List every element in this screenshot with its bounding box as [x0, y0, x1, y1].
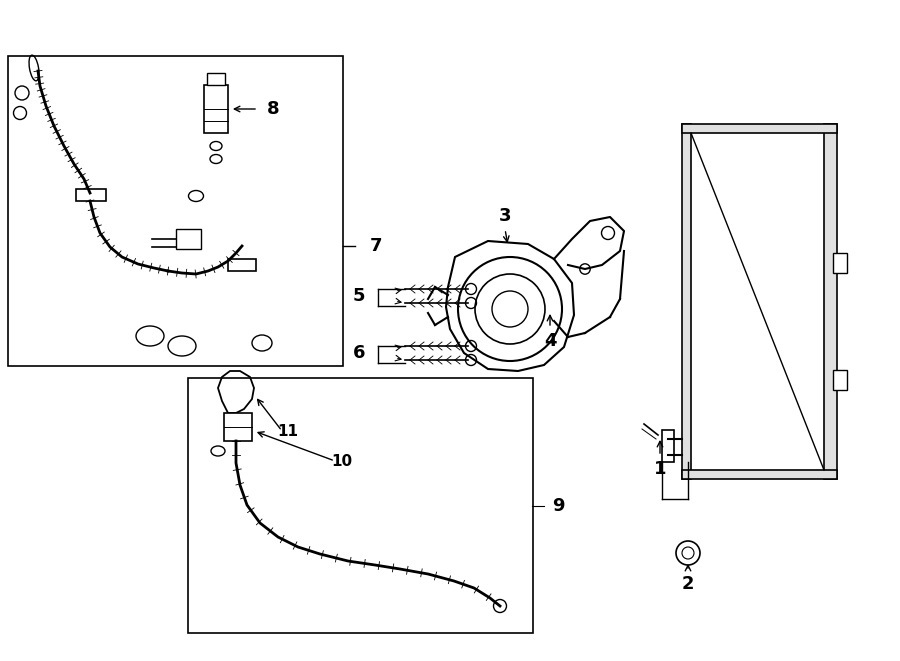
Bar [228, 259, 256, 271]
Bar [76, 189, 106, 201]
Bar [188, 378, 533, 633]
Text: 2: 2 [682, 575, 694, 593]
Text: 9: 9 [552, 497, 564, 515]
Bar [224, 413, 252, 441]
Text: 8: 8 [266, 100, 279, 118]
Text: 1: 1 [653, 460, 666, 478]
Bar [682, 124, 691, 479]
Bar [204, 85, 228, 133]
Text: 11: 11 [277, 424, 298, 438]
Text: 10: 10 [331, 453, 352, 469]
Text: 7: 7 [370, 237, 382, 255]
Text: 6: 6 [353, 344, 365, 362]
Bar [662, 430, 674, 462]
Text: 5: 5 [353, 287, 365, 305]
Bar [682, 470, 837, 479]
Bar [833, 370, 847, 390]
Text: 4: 4 [544, 332, 556, 350]
Bar [207, 73, 225, 85]
Bar [176, 229, 201, 249]
Bar [8, 56, 343, 366]
Text: 3: 3 [499, 207, 511, 225]
Bar [833, 253, 847, 273]
Bar [682, 124, 837, 133]
Bar [824, 124, 837, 479]
